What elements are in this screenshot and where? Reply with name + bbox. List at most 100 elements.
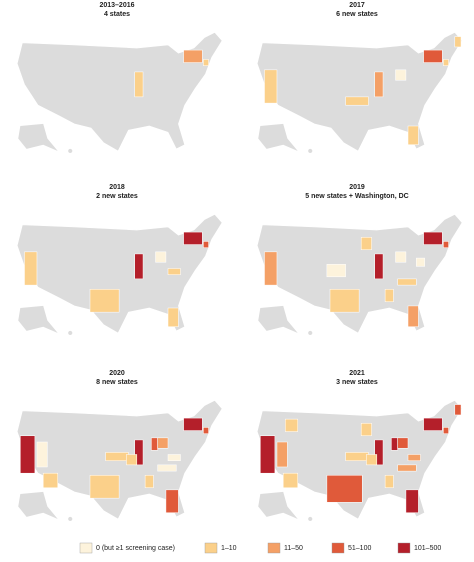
hawaii	[308, 330, 313, 336]
hawaii	[308, 148, 313, 154]
state	[203, 427, 209, 434]
state	[443, 59, 449, 66]
state	[360, 423, 372, 437]
state	[260, 435, 276, 474]
state	[167, 454, 181, 461]
panel-title: 2019	[349, 184, 365, 191]
legend-label: 0 (but ≥1 screening case)	[96, 545, 175, 552]
hawaii	[68, 516, 73, 522]
alaska	[18, 491, 58, 519]
state	[423, 231, 443, 245]
alaska	[258, 123, 298, 151]
state	[384, 475, 394, 489]
state	[144, 475, 154, 489]
map-panel: 2018 2 new states	[16, 184, 223, 336]
panel-subtitle: 2 new states	[96, 193, 138, 200]
alaska	[258, 491, 298, 519]
legend-label: 11–50	[284, 545, 303, 552]
state	[326, 264, 346, 278]
hawaii	[68, 330, 73, 336]
state	[454, 36, 462, 48]
state	[443, 427, 449, 434]
legend-label: 1–10	[221, 545, 237, 552]
panel-title: 2013–2016	[99, 2, 134, 9]
state	[126, 454, 138, 466]
legend-swatch	[79, 542, 93, 554]
us-map	[256, 32, 463, 154]
legend-swatch	[331, 542, 345, 554]
state	[264, 251, 278, 286]
state	[384, 289, 394, 303]
state	[345, 452, 369, 461]
alaska	[258, 305, 298, 333]
panel-subtitle: 4 states	[104, 11, 130, 18]
state	[345, 96, 369, 106]
state	[374, 439, 384, 466]
state	[134, 439, 144, 466]
legend-label: 51–100	[348, 545, 371, 552]
state	[183, 417, 203, 431]
state	[454, 404, 462, 416]
state	[374, 253, 384, 280]
state	[36, 441, 48, 468]
legend-label: 101–500	[414, 545, 441, 552]
map-panel: 2021 3 new states	[256, 370, 463, 522]
panel-title: 2021	[349, 370, 365, 377]
state	[24, 251, 38, 286]
state	[165, 489, 179, 513]
us-map	[16, 32, 223, 154]
state	[134, 71, 144, 98]
state	[276, 441, 288, 468]
state	[89, 475, 120, 499]
state	[366, 454, 378, 466]
state	[264, 69, 278, 104]
state	[167, 307, 179, 327]
state	[405, 489, 419, 513]
state	[42, 472, 59, 489]
us-map	[256, 214, 463, 336]
state	[183, 231, 203, 245]
state	[374, 71, 384, 98]
state	[20, 435, 36, 474]
state	[329, 289, 360, 313]
state	[391, 437, 398, 451]
state	[282, 472, 299, 489]
map-panel: 2017 6 new states	[256, 2, 463, 154]
state	[407, 125, 419, 145]
map-panel: 2013–2016 4 states	[16, 2, 223, 154]
state	[395, 69, 407, 81]
hawaii	[68, 148, 73, 154]
state	[151, 437, 158, 451]
state	[407, 305, 419, 327]
alaska	[18, 123, 58, 151]
state	[360, 237, 372, 251]
state	[423, 417, 443, 431]
state	[416, 257, 425, 267]
panel-title: 2017	[349, 2, 365, 9]
legend-swatch	[397, 542, 411, 554]
panel-subtitle: 5 new states + Washington, DC	[305, 193, 408, 200]
state	[397, 437, 409, 449]
us-map	[256, 400, 463, 522]
state	[203, 59, 209, 66]
state	[443, 241, 449, 248]
panel-title: 2020	[109, 370, 125, 377]
state	[105, 452, 129, 461]
state	[397, 464, 417, 472]
state	[155, 251, 167, 263]
state	[203, 241, 209, 248]
state	[397, 278, 417, 286]
state	[326, 475, 363, 503]
state	[157, 464, 177, 472]
state	[134, 253, 144, 280]
panel-subtitle: 6 new states	[336, 11, 378, 18]
state	[157, 437, 169, 449]
alaska	[18, 305, 58, 333]
state	[395, 251, 407, 263]
us-map	[16, 214, 223, 336]
panel-subtitle: 3 new states	[336, 379, 378, 386]
state	[285, 418, 299, 432]
state	[167, 268, 181, 275]
state	[183, 49, 203, 63]
